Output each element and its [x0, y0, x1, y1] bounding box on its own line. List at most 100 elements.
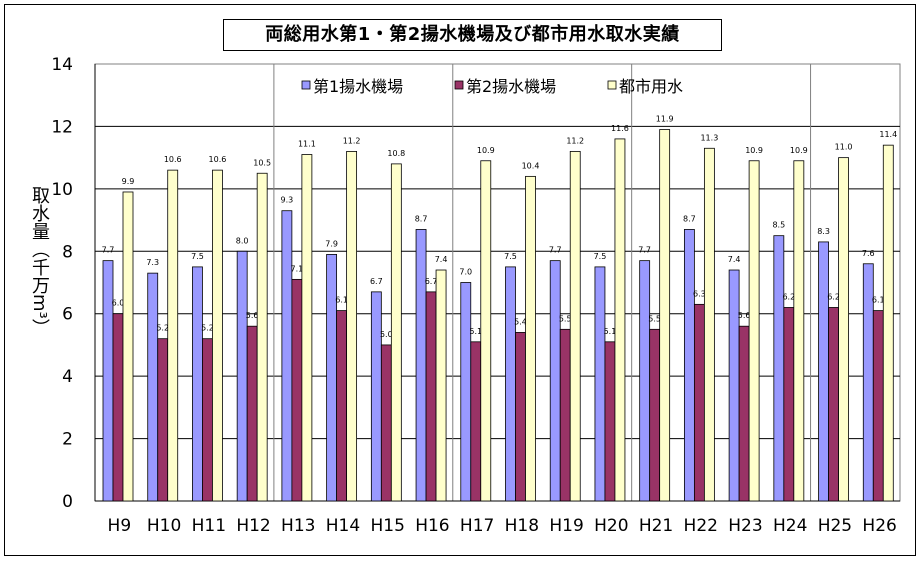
bar-1	[594, 266, 606, 502]
data-label: 5.0	[380, 330, 393, 339]
x-tick-label: H11	[192, 516, 226, 536]
data-label: 5.4	[514, 317, 527, 326]
bar-2	[246, 325, 258, 502]
bar-1	[370, 291, 382, 502]
data-label: 11.3	[700, 133, 718, 142]
y-tick-label: 4	[62, 367, 73, 387]
y-tick-label: 12	[51, 117, 73, 137]
y-axis-label: 取水量（千万m³）	[29, 186, 50, 337]
data-label: 11.1	[298, 140, 316, 149]
bar-1	[236, 250, 248, 502]
data-label: 7.7	[638, 246, 651, 255]
bar-3	[569, 150, 581, 502]
x-tick-label: H23	[728, 516, 762, 536]
x-tick-label: H17	[460, 516, 494, 536]
x-tick-label: H14	[326, 516, 360, 536]
legend-label: 都市用水	[619, 77, 683, 96]
data-label: 10.6	[164, 155, 182, 164]
data-label: 7.6	[862, 249, 875, 258]
legend-label: 第1揚水機場	[313, 77, 403, 96]
data-label: 5.5	[559, 314, 572, 323]
bar-3	[256, 172, 268, 502]
bar-2	[202, 338, 213, 502]
bar-3	[525, 175, 536, 502]
data-label: 7.4	[435, 255, 448, 264]
bar-3	[480, 160, 492, 502]
data-label: 6.2	[782, 292, 795, 301]
data-label: 5.6	[738, 311, 751, 320]
data-label: 7.5	[191, 252, 204, 261]
y-tick-label: 8	[62, 242, 73, 262]
y-tick-label: 6	[62, 305, 73, 325]
legend-swatch	[301, 80, 311, 90]
bar-2	[425, 291, 437, 502]
bar-3	[748, 160, 760, 502]
x-tick-label: H26	[862, 516, 896, 536]
bar-2	[470, 341, 482, 502]
bar-3	[793, 160, 805, 502]
bar-1	[326, 254, 338, 502]
bar-2	[872, 310, 884, 502]
x-tick-label: H15	[370, 516, 404, 536]
bar-2	[693, 303, 705, 502]
bar-2	[649, 328, 661, 502]
bar-3	[122, 191, 134, 502]
bar-2	[291, 278, 303, 502]
legend-swatch	[607, 80, 617, 90]
bar-3	[212, 169, 223, 502]
data-label: 5.6	[246, 311, 259, 320]
bar-1	[415, 229, 427, 502]
data-label: 8.7	[415, 214, 428, 223]
bar-3	[435, 269, 447, 502]
bar-1	[639, 260, 651, 502]
x-tick-label: H13	[281, 516, 315, 536]
data-label: 5.1	[604, 327, 617, 336]
data-label: 7.0	[459, 268, 472, 277]
bar-1	[728, 269, 740, 502]
bar-2	[112, 313, 124, 502]
data-label: 8.0	[236, 236, 249, 245]
bar-3	[301, 154, 313, 502]
bar-1	[773, 235, 785, 502]
x-tick-label: H19	[549, 516, 583, 536]
data-label: 6.7	[370, 277, 383, 286]
data-label: 8.7	[683, 214, 696, 223]
data-label: 10.9	[790, 146, 808, 155]
legend-label: 第2揚水機場	[466, 77, 556, 96]
x-tick-label: H20	[594, 516, 628, 536]
data-label: 10.8	[387, 149, 405, 158]
x-tick-label: H21	[639, 516, 673, 536]
data-label: 5.5	[648, 314, 661, 323]
data-label: 7.5	[504, 252, 517, 261]
x-tick-label: H18	[505, 516, 539, 536]
bar-1	[102, 260, 114, 502]
data-label: 6.2	[827, 292, 840, 301]
data-label: 11.9	[656, 115, 674, 124]
bar-1	[683, 229, 695, 502]
data-label: 11.2	[566, 136, 584, 145]
bar-3	[614, 138, 626, 502]
data-label: 7.7	[549, 246, 562, 255]
data-label: 7.7	[102, 246, 115, 255]
bar-1	[192, 266, 203, 502]
bar-3	[882, 144, 894, 502]
bar-2	[828, 307, 839, 502]
data-label: 10.9	[745, 146, 763, 155]
data-label: 7.9	[325, 239, 338, 248]
legend-swatch	[454, 80, 464, 90]
data-label: 5.1	[469, 327, 482, 336]
x-tick-label: H22	[684, 516, 718, 536]
data-label: 9.9	[122, 177, 135, 186]
data-label: 10.9	[477, 146, 495, 155]
plot-area	[94, 63, 901, 502]
bar-3	[167, 169, 179, 502]
data-label: 8.5	[772, 221, 785, 230]
data-label: 6.7	[425, 277, 438, 286]
bar-2	[380, 344, 392, 502]
bar-3	[346, 150, 358, 502]
x-tick-label: H9	[108, 516, 132, 536]
data-label: 11.4	[879, 130, 897, 139]
bar-1	[147, 272, 159, 502]
bar-2	[783, 307, 795, 502]
